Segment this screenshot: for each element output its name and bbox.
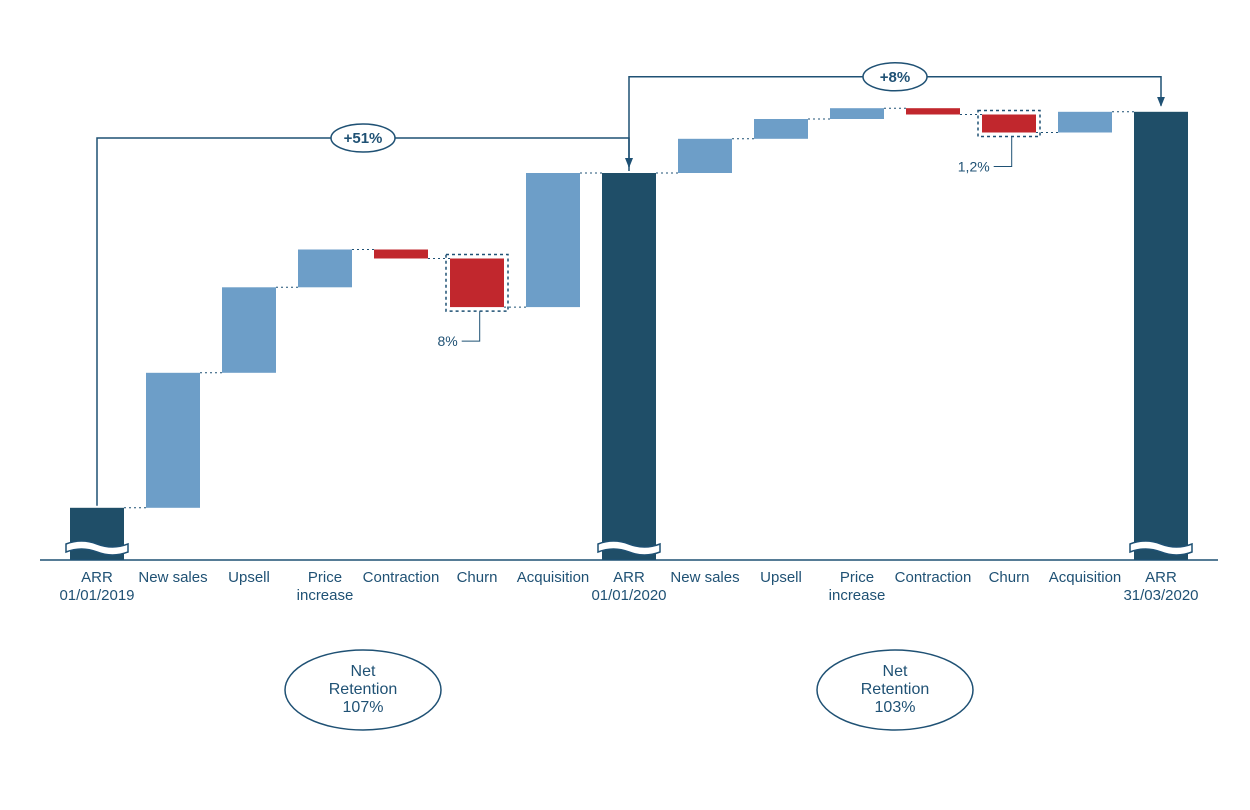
bar-price_1 (298, 250, 352, 288)
retention-text-0-2: 107% (343, 699, 384, 716)
bar-arr_q1_2020 (1134, 112, 1188, 560)
bar-price_2 (830, 108, 884, 119)
bar-upsell_1 (222, 287, 276, 373)
xlabel-newsales_2: New sales (670, 569, 739, 586)
retention-text-1-0: Net (883, 663, 908, 680)
growth-label-0: +51% (344, 130, 383, 147)
xlabel-arr_2020: ARR (613, 569, 645, 586)
xlabel-acquisition_2: Acquisition (1049, 569, 1122, 586)
bar-newsales_1 (146, 373, 200, 508)
bar-arr_2020 (602, 173, 656, 560)
xlabel-churn_2: Churn (989, 569, 1030, 586)
xlabel2-arr_2020: 01/01/2020 (591, 587, 666, 604)
xlabel-acquisition_1: Acquisition (517, 569, 590, 586)
xlabel2-arr_2019: 01/01/2019 (59, 587, 134, 604)
bar-contraction_1 (374, 250, 428, 259)
bar-acquisition_1 (526, 173, 580, 307)
xlabel-upsell_1: Upsell (228, 569, 270, 586)
xlabel-price_2: Price (840, 569, 874, 586)
bar-upsell_2 (754, 119, 808, 139)
bar-contraction_2 (906, 108, 960, 114)
xlabel-arr_q1_2020: ARR (1145, 569, 1177, 586)
xlabel-newsales_1: New sales (138, 569, 207, 586)
retention-text-0-1: Retention (329, 681, 398, 698)
retention-text-0-0: Net (351, 663, 376, 680)
xlabel-contraction_1: Contraction (363, 569, 440, 586)
bar-acquisition_2 (1058, 112, 1112, 133)
xlabel-arr_2019: ARR (81, 569, 113, 586)
xlabel-price_1: Price (308, 569, 342, 586)
churn-annot-churn_1: 8% (437, 333, 457, 349)
retention-text-1-2: 103% (875, 699, 916, 716)
xlabel2-price_1: increase (297, 587, 354, 604)
bar-churn_2 (982, 115, 1036, 133)
xlabel-contraction_2: Contraction (895, 569, 972, 586)
bar-churn_1 (450, 259, 504, 308)
growth-label-1: +8% (880, 69, 910, 86)
xlabel-upsell_2: Upsell (760, 569, 802, 586)
xlabel2-arr_q1_2020: 31/03/2020 (1123, 587, 1198, 604)
xlabel2-price_2: increase (829, 587, 886, 604)
churn-annot-churn_2: 1,2% (958, 159, 990, 175)
xlabel-churn_1: Churn (457, 569, 498, 586)
waterfall-chart: ARR01/01/2019New salesUpsellPriceincreas… (0, 0, 1250, 810)
retention-text-1-1: Retention (861, 681, 930, 698)
bar-newsales_2 (678, 139, 732, 173)
